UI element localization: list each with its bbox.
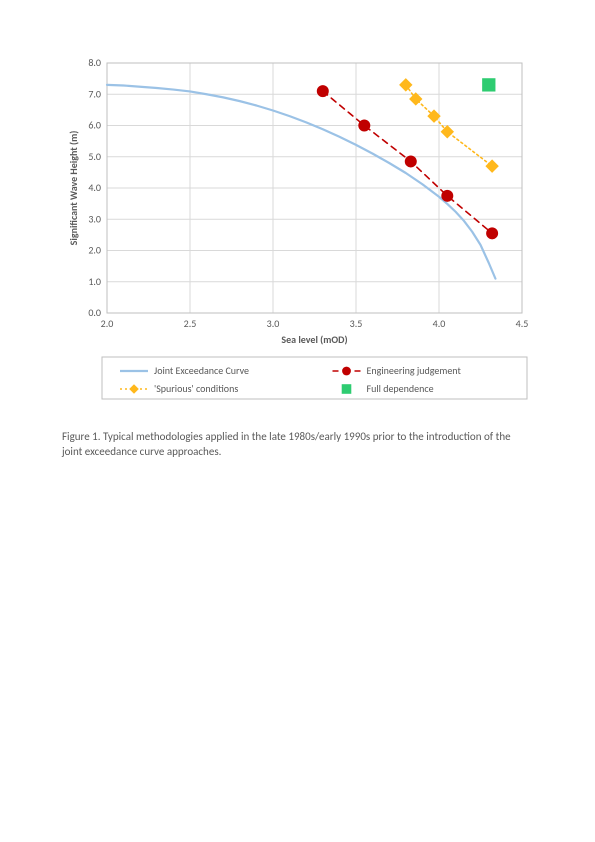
svg-text:2.5: 2.5 [184, 317, 197, 330]
svg-text:1.0: 1.0 [88, 275, 101, 288]
svg-text:2.0: 2.0 [101, 317, 114, 330]
svg-text:0.0: 0.0 [88, 306, 101, 319]
svg-text:8.0: 8.0 [88, 56, 101, 69]
svg-text:3.0: 3.0 [267, 317, 280, 330]
svg-text:Full dependence: Full dependence [367, 382, 434, 395]
svg-text:7.0: 7.0 [88, 87, 101, 100]
svg-text:Engineering judgement: Engineering judgement [367, 364, 462, 377]
svg-text:4.0: 4.0 [88, 181, 101, 194]
svg-text:4.0: 4.0 [433, 317, 446, 330]
svg-text:2.0: 2.0 [88, 244, 101, 257]
chart-svg: 2.0 2.5 3.0 3.5 4.0 4.5 0.0 1.0 2.0 3.0 4.0 5.0 6.0 7… [62, 55, 532, 415]
figure-caption: Figure 1. Typical methodologies applied … [62, 430, 532, 460]
svg-text:5.0: 5.0 [88, 150, 101, 163]
svg-text:3.0: 3.0 [88, 212, 101, 225]
svg-text:Sea level (mOD): Sea level (mOD) [281, 333, 347, 346]
svg-text:Joint Exceedance Curve: Joint Exceedance Curve [154, 364, 249, 377]
svg-text:4.5: 4.5 [516, 317, 529, 330]
svg-text:Significant Wave Height (m): Significant Wave Height (m) [67, 131, 80, 246]
chart-container: 2.0 2.5 3.0 3.5 4.0 4.5 0.0 1.0 2.0 3.0 4.0 5.0 6.0 7… [62, 55, 532, 415]
svg-text:3.5: 3.5 [350, 317, 363, 330]
svg-text:6.0: 6.0 [88, 119, 101, 132]
svg-text:'Spurious' conditions: 'Spurious' conditions [154, 382, 238, 395]
